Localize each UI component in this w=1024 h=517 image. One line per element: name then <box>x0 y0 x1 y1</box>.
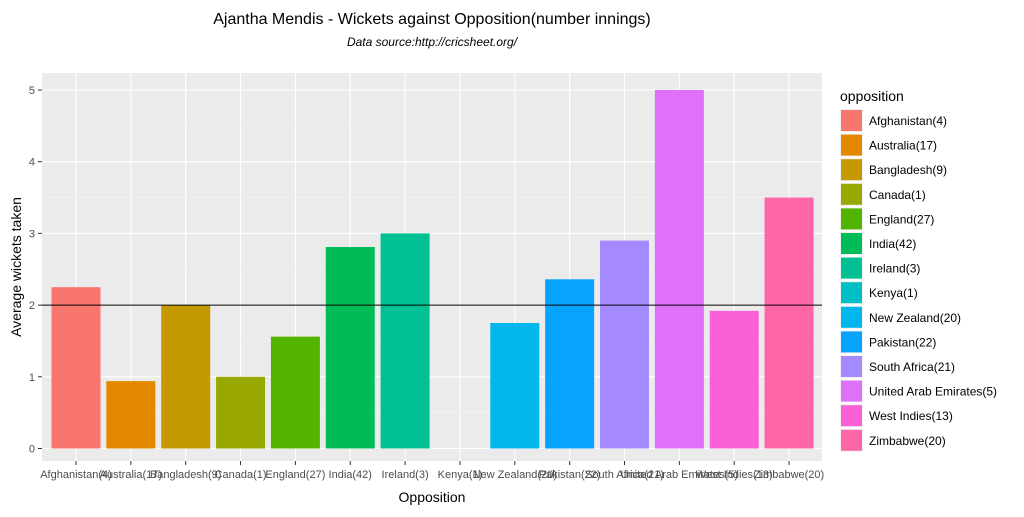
bar <box>106 381 156 449</box>
legend-label: Canada(1) <box>869 188 926 202</box>
y-tick-label: 3 <box>29 228 35 240</box>
legend-label: Bangladesh(9) <box>869 163 947 177</box>
legend-swatch <box>841 380 862 402</box>
y-tick-label: 1 <box>29 372 35 384</box>
chart-title: Ajantha Mendis - Wickets against Opposit… <box>213 11 651 28</box>
plot-panel <box>42 73 822 461</box>
x-tick-label: Kenya(1) <box>438 469 483 481</box>
legend-title: opposition <box>840 88 904 104</box>
legend-swatch <box>841 306 862 328</box>
legend-label: United Arab Emirates(5) <box>869 385 997 399</box>
legend-label: Afghanistan(4) <box>869 114 947 128</box>
bar <box>654 90 704 449</box>
bar <box>325 247 375 449</box>
y-tick-label: 4 <box>29 157 35 169</box>
x-tick-label: Afghanistan(4) <box>40 469 112 481</box>
legend-label: Kenya(1) <box>869 286 918 300</box>
x-tick-label: New Zealand(20) <box>473 469 557 481</box>
y-tick-label: 2 <box>29 300 35 312</box>
x-tick-label: Canada(1) <box>215 469 267 481</box>
bar <box>764 197 814 449</box>
legend-label: New Zealand(20) <box>869 311 961 325</box>
legend-label: Ireland(3) <box>869 262 920 276</box>
y-tick-label: 0 <box>29 444 35 456</box>
legend-swatch <box>841 233 862 254</box>
legend-label: West Indies(13) <box>869 409 953 423</box>
legend-swatch <box>841 159 862 181</box>
legend-label: Zimbabwe(20) <box>869 434 946 448</box>
legend-swatch <box>841 405 862 427</box>
y-tick-label: 5 <box>29 85 35 97</box>
legend: opposition Afghanistan(4) Australia(17) Ba… <box>840 88 997 452</box>
bar <box>490 323 540 449</box>
x-tick-label: England(27) <box>265 469 325 481</box>
legend-label: South Africa(21) <box>869 360 955 374</box>
x-tick-label: Pakistan(22) <box>539 469 601 481</box>
legend-swatch <box>841 331 862 353</box>
legend-swatch <box>841 257 862 279</box>
bar <box>380 233 430 449</box>
x-tick-label: Zimbabwe(20) <box>754 469 824 481</box>
legend-swatch <box>841 282 862 304</box>
legend-swatch <box>841 110 862 131</box>
legend-swatch <box>841 134 862 156</box>
legend-label: England(27) <box>869 212 934 226</box>
legend-label: India(42) <box>869 237 916 251</box>
x-tick-label: United Arab Emirates(5) <box>621 469 738 481</box>
x-tick-label: Australia(17) <box>100 469 162 481</box>
bar <box>270 336 320 449</box>
bar <box>161 305 211 449</box>
bar <box>709 310 759 449</box>
x-tick-label: Ireland(3) <box>382 469 429 481</box>
legend-swatch <box>841 208 862 230</box>
legend-swatch <box>841 356 862 377</box>
y-axis-title: Average wickets taken <box>8 197 24 337</box>
legend-swatch <box>841 429 862 451</box>
x-axis-title: Opposition <box>399 489 466 505</box>
x-tick-label: South Africa(21) <box>585 469 664 481</box>
bar <box>600 240 649 449</box>
x-tick-label: Bangladesh(9) <box>150 469 222 481</box>
x-tick-label: West Indies(13) <box>696 469 773 481</box>
x-tick-label: India(42) <box>329 469 372 481</box>
bar <box>51 287 101 449</box>
legend-label: Australia(17) <box>869 139 937 153</box>
chart-subtitle: Data source:http://cricsheet.org/ <box>347 35 519 49</box>
bar <box>216 376 266 449</box>
bar <box>545 279 595 449</box>
legend-label: Pakistan(22) <box>869 335 936 349</box>
legend-swatch <box>841 183 862 205</box>
